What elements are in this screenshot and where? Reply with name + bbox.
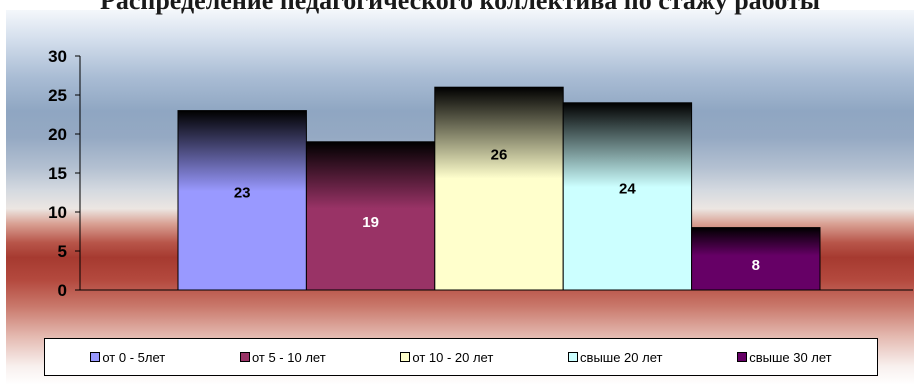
legend-item-1: от 0 - 5лет <box>90 350 165 365</box>
legend-item-2: от 5 - 10 лет <box>239 349 326 365</box>
y-tick-label: 20 <box>48 125 67 144</box>
legend: от 0 - 5лет от 5 - 10 лет от 10 - 20 лет св… <box>44 338 878 376</box>
data-labels: 23 19 26 24 8 <box>234 147 760 274</box>
y-tick-label: 10 <box>48 203 67 222</box>
legend-label: свыше 30 лет <box>749 349 832 365</box>
legend-item-3: от 10 - 20 лет <box>400 350 493 365</box>
data-label-2: 19 <box>362 214 379 231</box>
legend-label: от 5 - 10 лет <box>251 349 326 365</box>
chart-title: Распределение педагогического коллектива… <box>99 0 821 15</box>
legend-swatch <box>568 352 579 362</box>
legend-swatch <box>90 352 101 362</box>
legend-label: свыше 20 лет <box>580 349 663 365</box>
bar-4 <box>562 102 693 291</box>
legend-swatch <box>239 352 250 362</box>
legend-swatch <box>400 352 411 362</box>
bar-3 <box>434 86 564 291</box>
legend-item-5: свыше 30 лет <box>737 349 832 365</box>
data-label-1: 23 <box>234 184 251 201</box>
data-label-5: 8 <box>752 257 760 274</box>
legend-label: от 0 - 5лет <box>102 349 166 365</box>
bar-5 <box>691 227 821 291</box>
data-label-4: 24 <box>619 180 636 197</box>
bar-1 <box>177 110 307 291</box>
bars <box>177 86 821 291</box>
y-tick-label: 5 <box>58 242 67 261</box>
legend-label: от 10 - 20 лет <box>412 349 494 365</box>
legend-item-4: свыше 20 лет <box>568 350 662 365</box>
y-tick-label: 25 <box>48 86 67 105</box>
data-label-3: 26 <box>491 147 508 164</box>
y-tick-label: 15 <box>48 164 67 183</box>
legend-swatch <box>737 352 748 362</box>
y-tick-label: 30 <box>48 47 67 66</box>
y-tick-label: 0 <box>58 281 67 300</box>
